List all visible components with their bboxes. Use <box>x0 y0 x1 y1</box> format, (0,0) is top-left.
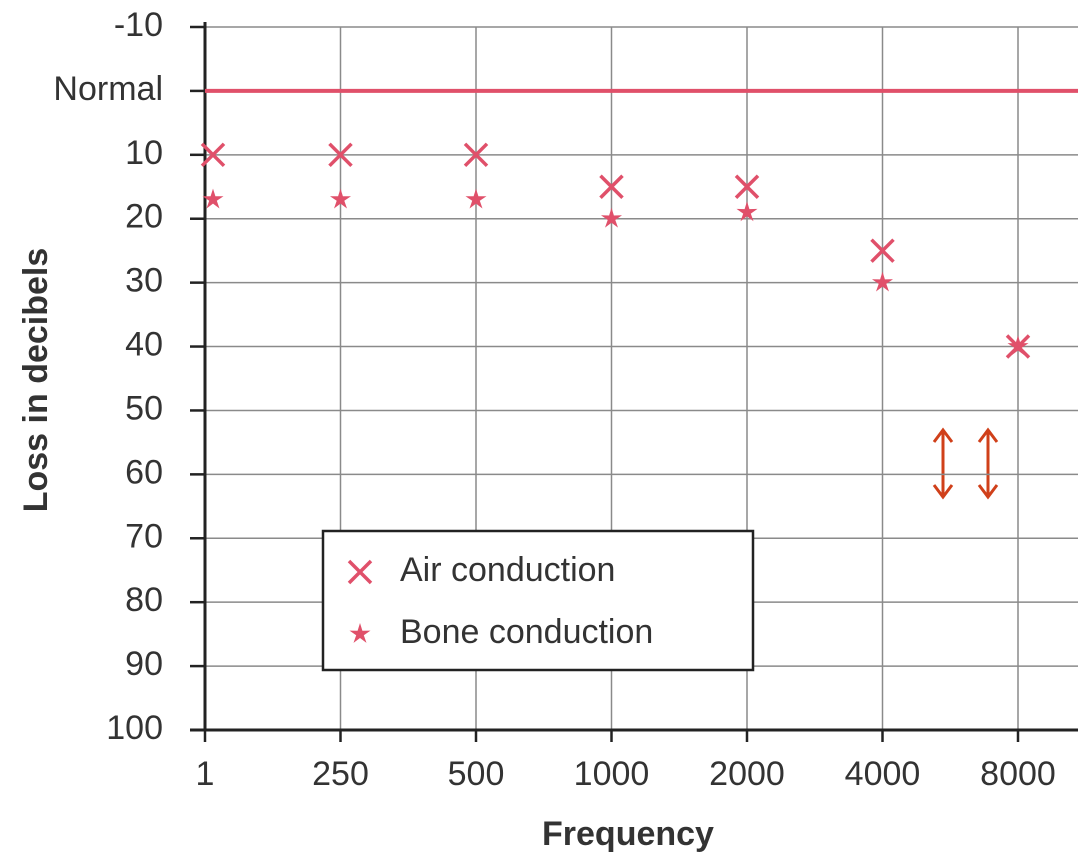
bone-marker <box>1007 335 1029 356</box>
bone-marker <box>330 188 351 209</box>
y-tick-label: 40 <box>125 326 163 364</box>
air-marker <box>328 142 353 168</box>
y-tick-label: Normal <box>53 70 163 108</box>
bone-marker <box>202 188 224 209</box>
arrows <box>932 427 999 500</box>
y-tick-label: 10 <box>125 134 163 172</box>
air-marker <box>200 142 226 168</box>
air-marker <box>734 174 760 200</box>
bone-marker <box>872 271 893 292</box>
bone-marker <box>601 207 622 228</box>
y-axis-title: Loss in decibels <box>17 248 55 513</box>
x-tick-label: 1 <box>196 755 215 793</box>
x-tick-label: 2000 <box>709 755 785 793</box>
y-tick-label: 100 <box>106 709 163 747</box>
y-tick-label: 90 <box>125 645 163 683</box>
legend: Air conduction Bone conduction <box>321 529 755 672</box>
air-marker <box>463 142 489 168</box>
x-tick-label: 8000 <box>980 755 1056 793</box>
y-tick-label: 30 <box>125 262 163 300</box>
x-tick-label: 250 <box>312 755 369 793</box>
x-axis-title: Frequency <box>542 815 714 853</box>
y-tick-label: -10 <box>114 6 163 44</box>
y-tick-label: 80 <box>125 581 163 619</box>
air-marker <box>599 174 624 200</box>
bone-marker <box>465 188 487 209</box>
air-marker <box>347 559 373 585</box>
x-tick-label: 1000 <box>574 755 650 793</box>
y-tick-label: 70 <box>125 517 163 555</box>
bone-marker <box>736 201 758 222</box>
x-tick-label: 500 <box>448 755 505 793</box>
legend-label: Air conduction <box>400 551 615 589</box>
bone-marker <box>349 623 371 643</box>
legend-box <box>321 529 755 672</box>
legend-label: Bone conduction <box>400 613 653 651</box>
y-tick-label: 50 <box>125 389 163 427</box>
y-tick-label: 20 <box>125 198 163 236</box>
y-tick-label: 60 <box>125 453 163 491</box>
x-tick-label: 4000 <box>845 755 921 793</box>
air-marker <box>870 238 895 263</box>
